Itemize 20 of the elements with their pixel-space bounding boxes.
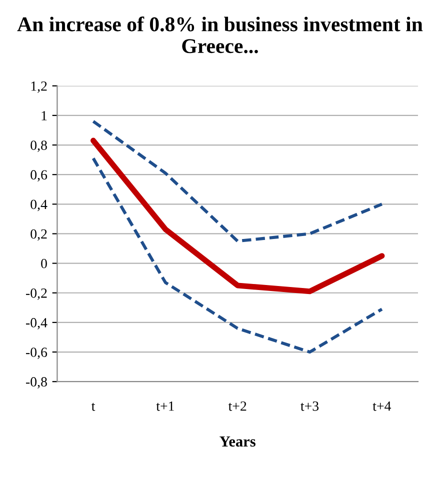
y-tick-label: 1 (42, 111, 47, 120)
y-tick-label: -0,2 (26, 288, 47, 300)
chart-title: An increase of 0.8% in business investment in Greece... (17, 16, 423, 54)
y-tick-label: -0,6 (26, 348, 48, 359)
y-tick-label: -0,4 (26, 318, 48, 330)
x-axis-title: Years (220, 436, 256, 447)
y-tick-label: 0 (41, 258, 47, 268)
line-series (92, 120, 384, 243)
x-tick-label: t (91, 402, 96, 411)
line-series (92, 156, 384, 354)
y-tick-label: 0,8 (30, 140, 47, 152)
y-tick-label: 0,2 (30, 229, 47, 241)
y-tick-label: 0,4 (30, 200, 48, 212)
y-tick-label: 1,2 (31, 81, 47, 93)
x-tick-label: t+4 (372, 402, 392, 411)
y-tick-label: 0,6 (30, 170, 48, 182)
x-tick-label: t+3 (300, 401, 319, 411)
x-tick-label: t+2 (228, 401, 246, 411)
y-tick-label: -0,8 (26, 377, 47, 389)
x-tick-label: t+1 (156, 402, 174, 411)
